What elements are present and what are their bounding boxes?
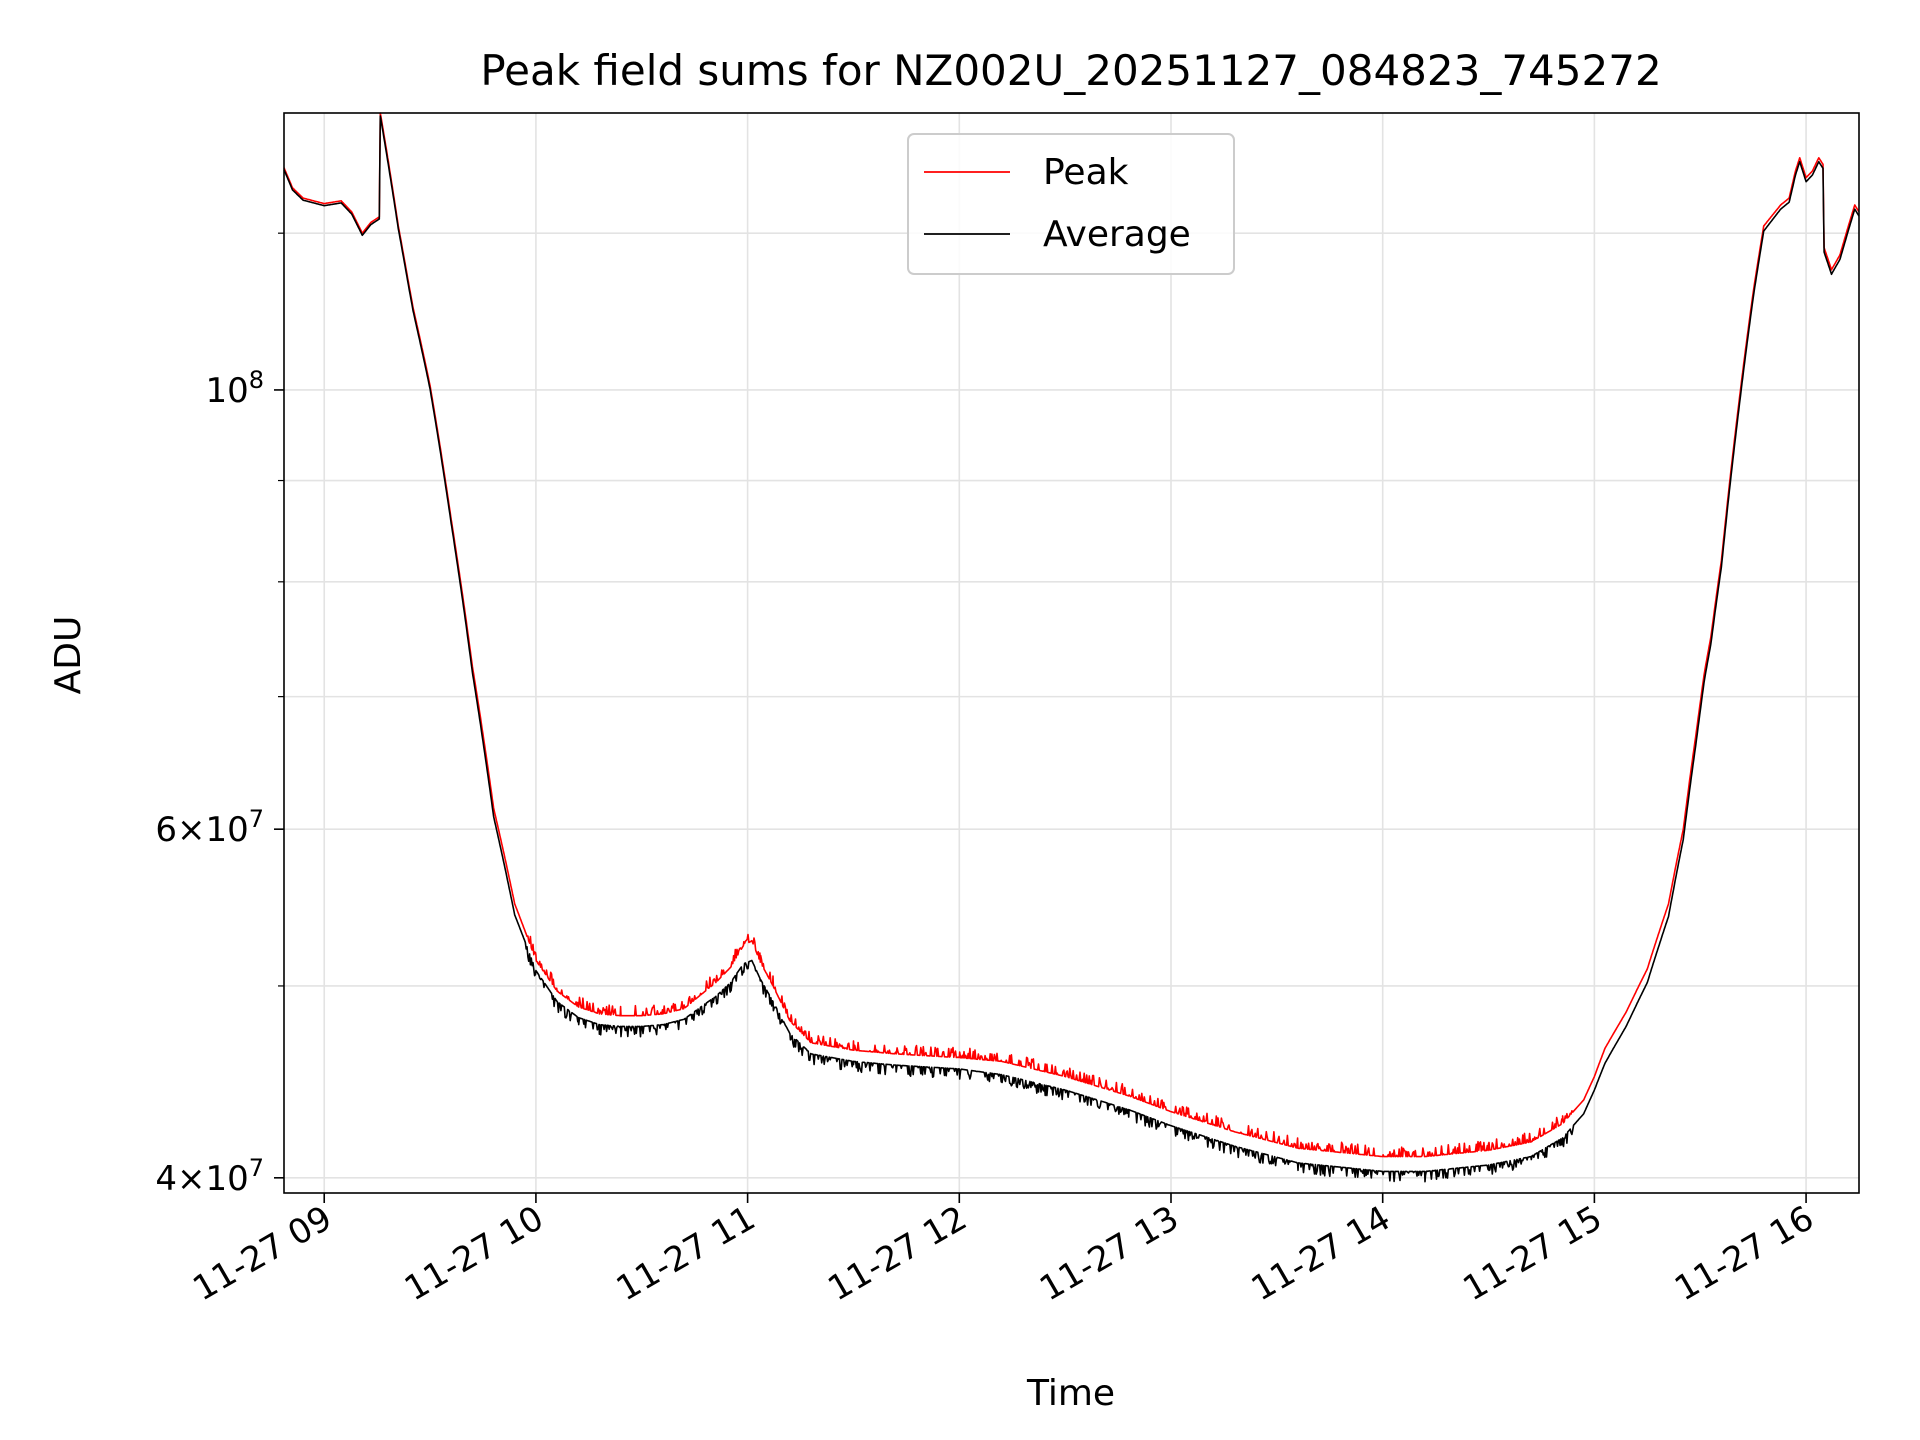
series-line-average (283, 115, 1860, 1183)
legend-box (907, 133, 1235, 275)
legend-label-average: Average (1043, 214, 1191, 255)
legend-label-peak: Peak (1043, 152, 1129, 193)
x-axis-label: Time (1026, 1373, 1115, 1414)
plot-frame (283, 112, 1860, 1194)
y-tick-label: 6×107 (155, 805, 264, 850)
y-axis-label: ADU (48, 616, 89, 695)
series-line-peak (283, 112, 1860, 1158)
series-layer (283, 112, 1860, 1183)
y-tick-label: 108 (205, 366, 264, 411)
grid (284, 113, 1859, 1193)
chart-title: Peak field sums for NZ002U_20251127_0848… (480, 46, 1661, 95)
y-tick-label: 4×107 (155, 1154, 264, 1199)
legend: Peak Average (907, 133, 1235, 275)
